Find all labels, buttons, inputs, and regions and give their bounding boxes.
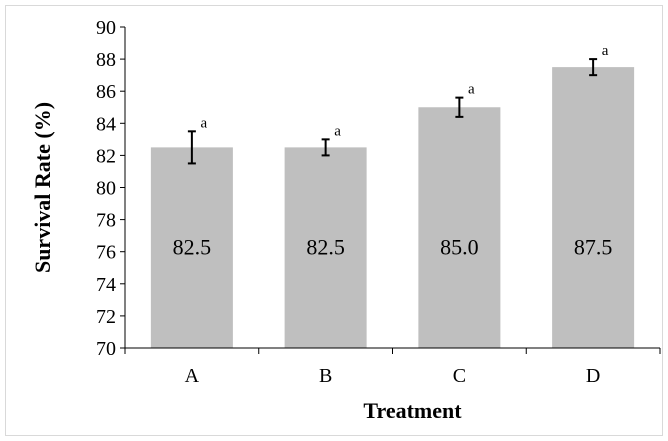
bar-C — [418, 107, 501, 348]
y-tick-label: 82 — [96, 145, 116, 167]
y-tick-label: 80 — [96, 178, 116, 200]
y-tick-label: 78 — [96, 210, 116, 232]
bar-D — [552, 67, 635, 348]
x-axis-ticks: A B C D — [124, 348, 661, 387]
significance-label: a — [602, 43, 609, 59]
y-tick-label: 86 — [96, 81, 116, 103]
bars: 82.5 a 82.5 a 85.0 a 87.5 a — [150, 43, 635, 348]
x-tick-label: A — [185, 365, 200, 387]
y-axis-ticks: 70 72 74 76 78 80 82 84 86 88 90 — [96, 17, 125, 360]
x-axis-title: Treatment — [363, 398, 462, 423]
bar-value-label: 87.5 — [574, 235, 613, 260]
x-tick-label: D — [586, 365, 600, 387]
bar-A — [150, 147, 233, 348]
significance-label: a — [334, 123, 341, 139]
y-tick-label: 90 — [96, 17, 116, 39]
y-tick-label: 88 — [96, 49, 116, 71]
y-tick-label: 72 — [96, 306, 116, 328]
significance-label: a — [468, 82, 475, 98]
significance-label: a — [201, 115, 208, 131]
bar-B — [284, 147, 367, 348]
y-tick-label: 70 — [96, 338, 116, 360]
y-tick-label: 84 — [96, 113, 116, 135]
bar-value-label: 82.5 — [306, 235, 345, 260]
bar-value-label: 82.5 — [173, 235, 212, 260]
y-axis-title: Survival Rate (%) — [30, 102, 55, 273]
y-tick-label: 76 — [96, 242, 116, 264]
y-tick-label: 74 — [96, 274, 116, 296]
x-tick-label: C — [453, 365, 466, 387]
bar-value-label: 85.0 — [440, 235, 479, 260]
x-tick-label: B — [319, 365, 332, 387]
